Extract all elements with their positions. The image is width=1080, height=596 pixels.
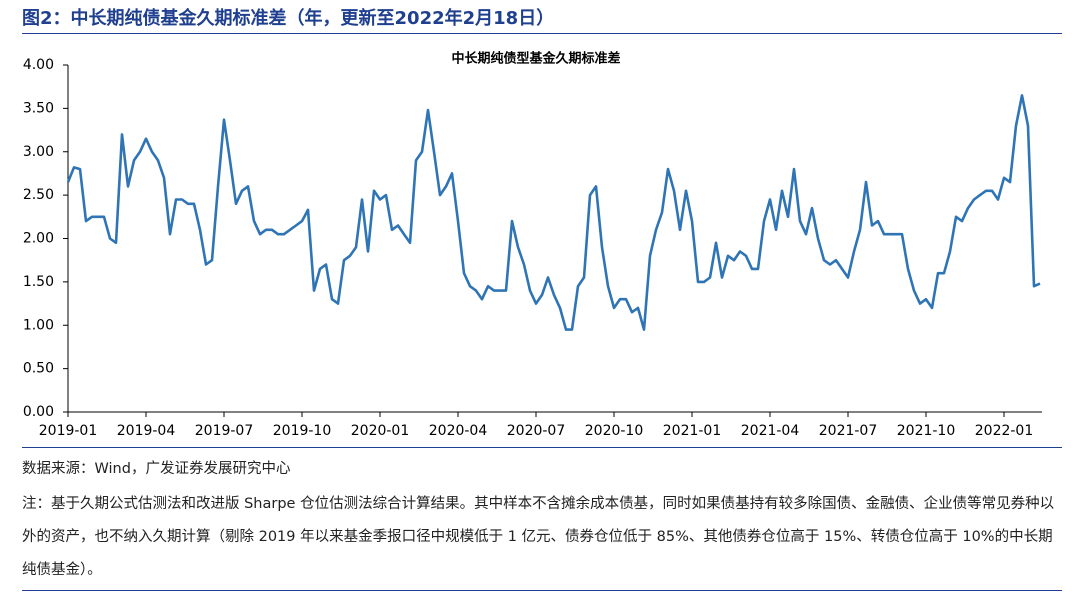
x-tick-label: 2021-04: [741, 423, 800, 439]
figure-header: 图2：中长期纯债基金久期标准差（年，更新至2022年2月18日）: [22, 8, 555, 29]
x-tick-label: 2021-07: [819, 423, 878, 439]
x-tick-label: 2022-01: [975, 423, 1034, 439]
x-tick-label: 2020-10: [585, 423, 644, 439]
y-tick-label: 1.00: [23, 317, 54, 333]
x-tick-label: 2021-01: [663, 423, 722, 439]
y-tick-label: 4.00: [23, 57, 54, 73]
chart-title: 中长期纯债型基金久期标准差: [451, 51, 620, 67]
x-tick-label: 2019-04: [117, 423, 176, 439]
y-tick-label: 1.50: [23, 274, 54, 290]
y-tick-label: 0.00: [23, 404, 54, 420]
line-series: [66, 94, 1041, 331]
note: 注：基于久期公式估测法和改进版 Sharpe 仓位估测法综合计算结果。其中样本不…: [22, 496, 1055, 578]
chart: 中长期纯债型基金久期标准差 0.00 0.50 1.00 1.50 2.00 2.50 3.…: [23, 51, 1042, 439]
x-tick-label: 2021-10: [897, 423, 956, 439]
x-tick-label: 2019-10: [273, 423, 332, 439]
y-tick-label: 2.50: [23, 187, 54, 203]
header-rule: [22, 33, 1062, 34]
footer-rule: [22, 590, 1062, 591]
y-tick-label: 3.50: [23, 100, 54, 116]
x-tick-label: 2019-07: [195, 423, 254, 439]
y-tick-label: 2.00: [23, 231, 54, 247]
x-tick-label: 2020-07: [507, 423, 566, 439]
y-tick-label: 3.00: [23, 144, 54, 160]
chart-rule: [22, 447, 1062, 448]
x-tick-label: 2019-01: [39, 423, 98, 439]
y-tick-label: 0.50: [23, 361, 54, 377]
x-tick-label: 2020-01: [351, 423, 410, 439]
x-tick-label: 2020-04: [429, 423, 488, 439]
source: 数据来源：Wind，广发证券发展研究中心: [22, 461, 291, 477]
